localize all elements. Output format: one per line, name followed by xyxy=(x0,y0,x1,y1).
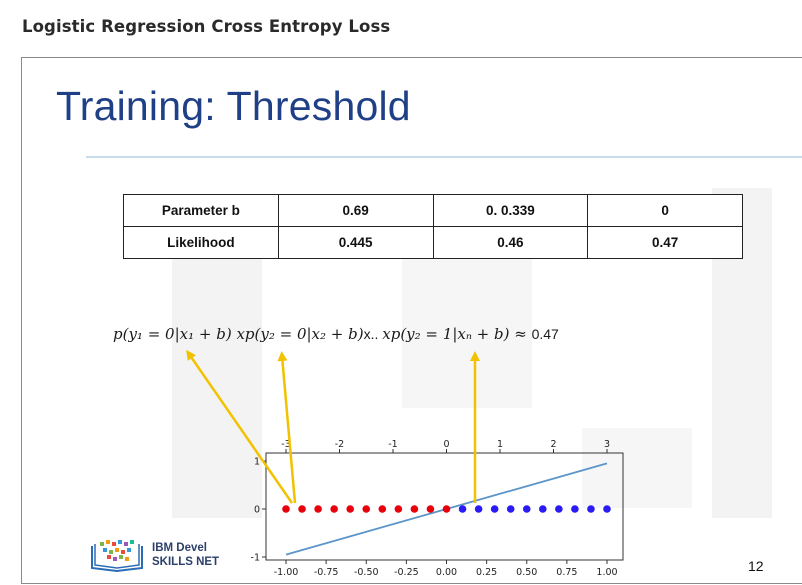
arrow-term-1 xyxy=(186,349,294,504)
logo-line-2: SKILLS NET xyxy=(152,556,220,568)
class-0-point xyxy=(298,505,306,513)
class-1-point xyxy=(506,505,515,513)
table-cell: 0.46 xyxy=(432,226,589,259)
formula-term-2: xp(y₂ = 0|x₂ + b) xyxy=(236,325,364,343)
likelihood-formula: p(y₁ = 0|x₁ + b) xp(y₂ = 0|x₂ + b)x.. xp… xyxy=(113,325,559,343)
top-tick-label: 0 xyxy=(443,439,449,450)
title-divider xyxy=(86,156,802,158)
class-1-point xyxy=(571,505,579,513)
formula-term-3: xp(y₂ = 1|xₙ + b) ≈ xyxy=(382,325,532,343)
class-0-point xyxy=(362,505,371,513)
class-1-point xyxy=(474,505,483,513)
table-row: Likelihood 0.445 0.46 0.47 xyxy=(123,226,743,259)
formula-term-1: p(y₁ = 0|x₁ + b) xyxy=(113,325,237,343)
class-0-point xyxy=(442,505,451,513)
class-0-point xyxy=(346,505,355,513)
y-tick-label: -1 xyxy=(251,553,260,564)
x-tick-label: -0.25 xyxy=(394,567,419,578)
table-cell: 0. 0.339 xyxy=(432,194,589,227)
slide-title: Training: Threshold xyxy=(56,83,411,129)
class-1-point xyxy=(490,505,499,513)
table-cell: 0 xyxy=(587,194,743,227)
book-logo-icon xyxy=(91,540,143,572)
top-tick-label: 3 xyxy=(604,439,610,450)
x-tick-label: 1.00 xyxy=(596,567,617,578)
row-label: Likelihood xyxy=(123,226,279,259)
ibm-skills-network-logo: IBM Devel SKILLS NET xyxy=(90,538,219,572)
threshold-chart: -1.00 -0.75 -0.50 -0.25 0.00 0.25 0.50 0.75 1.00… xyxy=(186,349,624,578)
top-tick-label: -1 xyxy=(388,439,397,450)
parameter-table: Parameter b 0.69 0. 0.339 0 Likelihood 0… xyxy=(123,194,743,259)
slide: Training: Threshold Parameter b 0.69 0. … xyxy=(21,57,802,584)
x-tick-label: 0.00 xyxy=(436,567,457,578)
class-1-point xyxy=(555,505,563,513)
table-cell: 0.69 xyxy=(277,194,434,227)
class-0-point xyxy=(330,505,338,513)
class-0-point xyxy=(394,505,403,513)
plot-frame xyxy=(265,452,624,561)
x-tick-label: 0.75 xyxy=(556,567,577,578)
logo-line-1: IBM Devel xyxy=(152,542,207,554)
x-tick-label: 0.25 xyxy=(476,567,497,578)
table-cell: 0.47 xyxy=(587,226,743,259)
top-tick-label: 1 xyxy=(497,439,503,450)
class-0-point xyxy=(410,505,419,513)
slide-number: 12 xyxy=(748,558,764,574)
arrow-term-2 xyxy=(277,351,297,504)
table-row: Parameter b 0.69 0. 0.339 0 xyxy=(123,194,743,227)
formula-result: 0.47 xyxy=(531,326,559,342)
x-tick-label: -0.50 xyxy=(354,567,379,578)
x-tick-label: -1.00 xyxy=(274,567,299,578)
x-tick-label: -0.75 xyxy=(314,567,339,578)
formula-separator: x.. xyxy=(363,326,383,342)
y-tick-label: 0 xyxy=(254,505,260,516)
table-cell: 0.445 xyxy=(277,226,434,259)
class-0-point xyxy=(282,505,290,513)
class-0-point xyxy=(314,505,322,513)
class-0-point xyxy=(426,505,435,513)
top-tick-label: -3 xyxy=(281,439,290,450)
class-1-point xyxy=(603,505,611,513)
y-tick-label: 1 xyxy=(254,457,260,468)
class-1-point xyxy=(522,505,531,513)
class-1-point xyxy=(458,505,467,513)
class-0-point xyxy=(378,505,387,513)
class-1-point xyxy=(587,505,595,513)
page-heading: Logistic Regression Cross Entropy Loss xyxy=(22,17,391,36)
x-tick-label: 0.50 xyxy=(516,567,537,578)
class-1-point xyxy=(539,505,547,513)
row-label: Parameter b xyxy=(123,194,279,227)
top-tick-label: -2 xyxy=(335,439,344,450)
top-tick-label: 2 xyxy=(550,439,556,450)
